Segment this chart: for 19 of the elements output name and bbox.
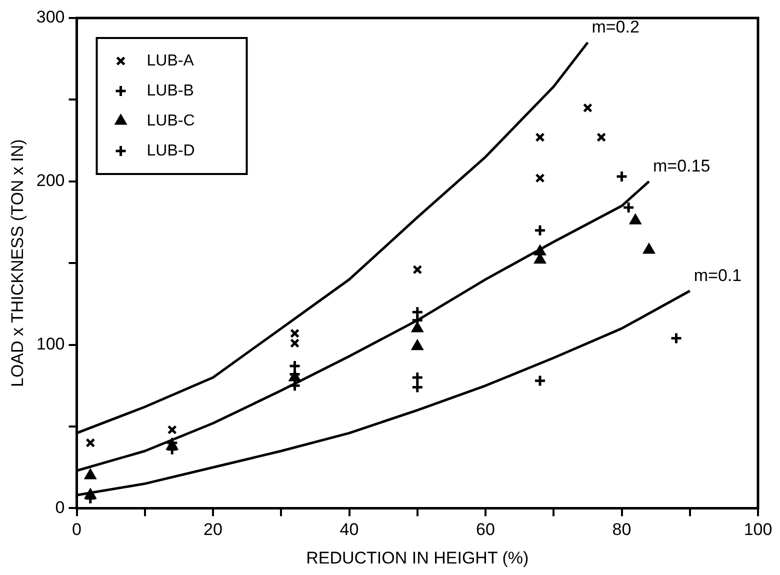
y-tick-label: 200 <box>36 171 65 190</box>
legend-label: LUB-C <box>146 112 195 130</box>
x-axis-title: REDUCTION IN HEIGHT (%) <box>306 548 529 568</box>
x-tick-label: 20 <box>204 520 222 540</box>
legend-label: LUB-B <box>146 82 194 100</box>
annotation: m=0.2 <box>592 18 640 37</box>
x-tick-label: 80 <box>612 520 632 540</box>
y-tick-label: 0 <box>55 498 65 517</box>
legend-label: LUB-D <box>146 142 195 160</box>
x-tick-label: 60 <box>476 520 495 540</box>
y-axis-title: LOAD x THICKNESS (TON x IN) <box>8 139 27 387</box>
annotation: m=0.15 <box>653 156 710 176</box>
y-tick-label: 300 <box>36 8 65 27</box>
x-tick-label: 100 <box>744 520 772 540</box>
annotation: m=0.1 <box>694 266 742 286</box>
x-tick-label: 40 <box>340 520 359 540</box>
y-tick-label: 100 <box>36 334 65 354</box>
x-tick-label: 0 <box>72 520 82 540</box>
legend-label: LUB-A <box>146 52 194 70</box>
